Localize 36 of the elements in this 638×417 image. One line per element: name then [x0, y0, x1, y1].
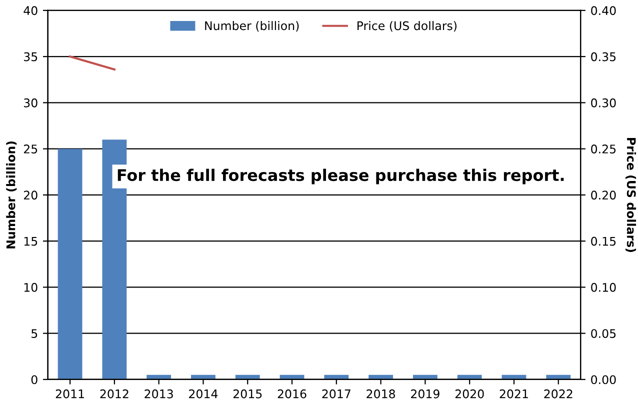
y2-tick-label: 0.00: [591, 375, 616, 384]
y2-tick-label: 0.20: [591, 190, 616, 200]
bar: [58, 148, 82, 380]
y2-tick-label: 0.10: [591, 282, 616, 292]
y2-tick-label: 0.30: [591, 98, 616, 108]
y2-tick-label: 0.05: [591, 329, 616, 338]
y2-tick-label: 0.25: [591, 144, 616, 154]
y-axis-title: Number (billion): [6, 142, 17, 248]
x-tick-label: 2015: [233, 389, 262, 398]
x-tick-label: 2012: [100, 389, 128, 398]
y-tick-label: 0: [31, 375, 38, 384]
x-tick-label: 2014: [189, 389, 218, 398]
y-tick-label: 35: [24, 52, 38, 62]
x-tick-label: 2018: [366, 389, 396, 398]
x-tick-label: 2011: [56, 389, 84, 398]
x-tick-label: 2017: [322, 389, 350, 398]
legend-label: Price (US dollars): [358, 21, 456, 32]
y2-tick-label: 0.35: [591, 52, 616, 62]
y-tick-label: 40: [24, 6, 38, 16]
y2-tick-label: 0.40: [591, 6, 616, 16]
y-tick-label: 5: [32, 329, 38, 338]
y2-tick-label: 0.15: [591, 236, 616, 246]
annotation: For the full forecasts please purchase this report.: [118, 168, 564, 184]
y-tick-label: 15: [24, 236, 38, 246]
x-tick-label: 2022: [544, 389, 572, 398]
y-tick-label: 10: [24, 282, 38, 292]
legend-label: Number (billion): [205, 21, 299, 32]
y-tick-label: 30: [24, 98, 38, 108]
x-tick-label: 2020: [455, 389, 484, 398]
y-tick-label: 25: [24, 144, 38, 154]
x-tick-label: 2013: [144, 389, 173, 398]
y-tick-label: 20: [24, 190, 38, 200]
x-tick-label: 2016: [278, 389, 306, 398]
x-tick-label: 2019: [411, 389, 440, 398]
x-tick-label: 2021: [500, 389, 528, 398]
y2-axis-title: Price (US dollars): [626, 138, 636, 252]
